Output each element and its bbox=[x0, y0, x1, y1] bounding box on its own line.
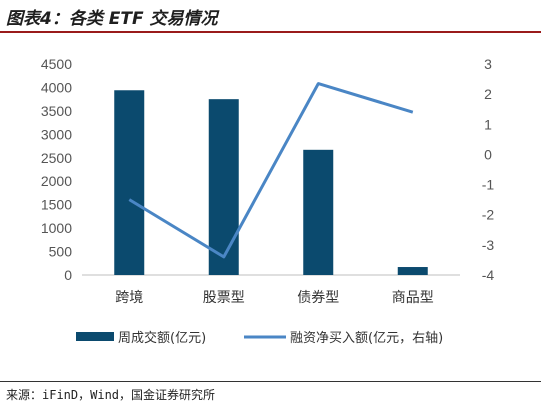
category-label: 商品型 bbox=[392, 290, 434, 306]
right-tick-label: -1 bbox=[482, 177, 495, 193]
legend-bar-label: 周成交额(亿元) bbox=[118, 330, 206, 346]
left-tick-label: 4500 bbox=[41, 56, 72, 72]
right-axis-ticks: -4 -3 -2 -1 0 1 2 3 bbox=[482, 56, 495, 283]
left-tick-label: 0 bbox=[64, 267, 72, 283]
left-tick-label: 2000 bbox=[41, 173, 72, 189]
category-label: 债券型 bbox=[297, 290, 339, 306]
source-rule bbox=[0, 381, 541, 382]
title-rule bbox=[0, 31, 541, 33]
legend-line-label: 融资净买入额(亿元，右轴) bbox=[290, 331, 443, 346]
line-series bbox=[128, 82, 414, 259]
right-tick-label: 0 bbox=[484, 146, 492, 162]
right-tick-label: -3 bbox=[482, 237, 495, 253]
left-tick-label: 3000 bbox=[41, 126, 72, 142]
right-tick-label: -2 bbox=[482, 207, 495, 223]
bar bbox=[208, 99, 239, 275]
left-tick-label: 500 bbox=[49, 244, 73, 260]
legend-bar-swatch bbox=[76, 332, 114, 341]
left-axis-ticks: 0 500 1000 1500 2000 2500 3000 3500 4000 4500 bbox=[41, 56, 72, 283]
left-tick-label: 1000 bbox=[41, 220, 72, 236]
category-label: 跨境 bbox=[115, 290, 143, 306]
category-label: 股票型 bbox=[203, 290, 245, 306]
bar bbox=[303, 149, 334, 275]
source-note: 来源：iFinD，Wind，国金证券研究所 bbox=[6, 388, 216, 402]
right-tick-label: -4 bbox=[482, 267, 495, 283]
legend: 周成交额(亿元) 融资净买入额(亿元，右轴) bbox=[76, 330, 443, 346]
left-tick-label: 2500 bbox=[41, 150, 72, 166]
bar bbox=[114, 90, 145, 275]
left-tick-label: 1500 bbox=[41, 197, 72, 213]
left-tick-label: 4000 bbox=[41, 79, 72, 95]
left-tick-label: 3500 bbox=[41, 103, 72, 119]
bar-series bbox=[114, 90, 428, 275]
bar bbox=[397, 267, 428, 275]
category-labels: 跨境 股票型 债券型 商品型 bbox=[115, 290, 434, 306]
right-tick-label: 3 bbox=[484, 56, 492, 72]
right-tick-label: 2 bbox=[484, 86, 492, 102]
right-tick-label: 1 bbox=[484, 116, 492, 132]
figure-title: 图表4：各类 ETF 交易情况 bbox=[6, 9, 218, 29]
